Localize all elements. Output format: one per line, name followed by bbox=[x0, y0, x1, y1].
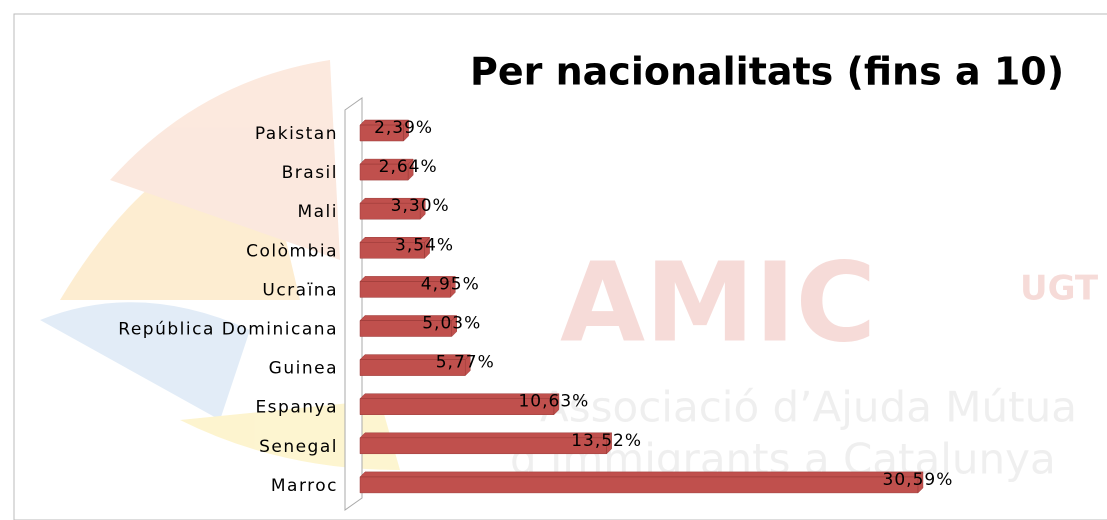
data-label: 2,39% bbox=[374, 118, 433, 138]
data-label: 13,52% bbox=[571, 431, 642, 451]
data-label: 4,95% bbox=[421, 274, 480, 294]
bar bbox=[359, 197, 426, 220]
data-label: 10,63% bbox=[518, 392, 589, 412]
data-label: 5,03% bbox=[422, 314, 481, 334]
data-label: 3,54% bbox=[395, 235, 454, 255]
y-tick-label: Espanya bbox=[255, 398, 338, 418]
data-label: 30,59% bbox=[883, 470, 954, 490]
bar bbox=[359, 432, 613, 455]
y-tick-label: Brasil bbox=[282, 163, 338, 183]
data-label: 2,64% bbox=[379, 157, 438, 177]
chart-title: Per nacionalitats (fins a 10) bbox=[470, 50, 1064, 94]
y-tick-label: Guinea bbox=[269, 359, 338, 379]
y-tick-label: República Dominicana bbox=[118, 320, 338, 340]
data-label: 3,30% bbox=[391, 196, 450, 216]
axis-wall bbox=[344, 97, 363, 511]
watermark: AMIC UGT Associació d’Ajuda Mútua d’Immi… bbox=[40, 60, 1099, 484]
bar bbox=[359, 119, 410, 142]
y-tick-label: Colòmbia bbox=[246, 241, 338, 261]
watermark-line: Associació d’Ajuda Mútua bbox=[540, 383, 1077, 432]
bar bbox=[359, 471, 924, 494]
bar bbox=[359, 236, 431, 259]
bar bbox=[359, 353, 471, 377]
bar bbox=[359, 275, 456, 299]
bar bbox=[359, 314, 458, 338]
watermark-hand bbox=[110, 60, 340, 260]
y-tick-label: Marroc bbox=[271, 476, 338, 496]
bar bbox=[359, 158, 414, 181]
y-tick-label: Mali bbox=[297, 202, 338, 222]
bar bbox=[359, 393, 560, 416]
watermark-logo: AMIC bbox=[560, 238, 876, 366]
y-tick-label: Ucraïna bbox=[262, 280, 338, 300]
data-label: 5,77% bbox=[436, 353, 495, 373]
y-tick-label: Pakistan bbox=[255, 124, 338, 144]
y-tick-label: Senegal bbox=[259, 437, 338, 457]
watermark-union: UGT bbox=[1020, 269, 1099, 309]
watermark-hand bbox=[40, 302, 250, 420]
